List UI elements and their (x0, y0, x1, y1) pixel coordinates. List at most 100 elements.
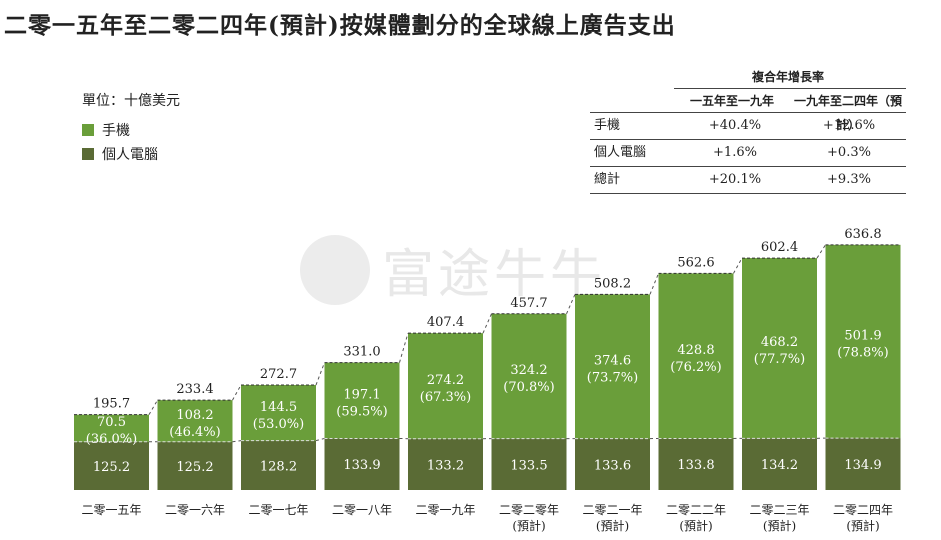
data-label-mobile-share: (53.0%) (253, 417, 304, 432)
data-label-pc: 128.2 (260, 459, 297, 474)
data-label-pc: 134.2 (761, 458, 798, 473)
legend-label-mobile: 手機 (102, 123, 130, 139)
bar-pc (658, 438, 734, 490)
data-label-total: 562.6 (677, 255, 714, 270)
connector-total (649, 273, 659, 295)
data-label-mobile-share: (59.5%) (336, 405, 387, 420)
bar-pc (742, 438, 817, 490)
cagr-row: 總計 +20.1% +9.3% (590, 167, 906, 194)
cagr-row: 個人電腦 +1.6% +0.3% (590, 140, 906, 167)
data-label-pc: 133.9 (343, 458, 380, 473)
data-label-mobile: 274.2 (427, 373, 464, 388)
connector-pc (232, 440, 242, 443)
cagr-header: 複合年增長率 (751, 70, 824, 84)
bar-pc (241, 440, 316, 490)
bar-mobile (658, 273, 734, 439)
data-label-mobile: 428.8 (677, 343, 714, 358)
connector-total (482, 313, 492, 334)
watermark-logo-icon (300, 234, 370, 305)
data-label-mobile: 144.5 (260, 400, 297, 415)
data-label-pc: 133.5 (510, 458, 547, 473)
cagr-row-label: 個人電腦 (594, 145, 647, 160)
legend-label-pc: 個人電腦 (102, 147, 158, 163)
data-label-total: 407.4 (427, 315, 464, 330)
legend: 手機 個人電腦 (82, 118, 158, 166)
connector-total (232, 384, 242, 401)
data-label-mobile-share: (67.3%) (420, 390, 471, 405)
bar-pc (74, 441, 149, 490)
data-label-total: 272.7 (260, 367, 297, 382)
data-label-total: 457.7 (510, 296, 547, 311)
legend-item-pc: 個人電腦 (82, 142, 158, 166)
tick-label: 二零一七年 (248, 503, 308, 517)
data-label-mobile-share: (70.8%) (503, 380, 554, 395)
tick-label: 二零一九年 (415, 503, 475, 517)
bar-pc (157, 441, 233, 490)
tick-label: 二零二三年 (749, 503, 809, 517)
bar-pc (324, 438, 400, 490)
data-label-total: 331.0 (343, 345, 380, 360)
data-label-total: 602.4 (761, 240, 798, 255)
data-label-pc: 125.2 (93, 460, 130, 475)
cagr-column-headers: 一五年至一九年 一九年至二四年（預計） (590, 88, 906, 132)
data-label-mobile-share: (46.4%) (169, 425, 220, 440)
bar-pc (491, 438, 567, 490)
data-label-mobile-share: (73.7%) (587, 370, 638, 385)
data-label-pc: 133.6 (594, 458, 631, 473)
data-label-mobile: 468.2 (761, 335, 798, 350)
cagr-col-2: 一九年至二四年（預計） (790, 88, 906, 132)
data-label-pc: 133.2 (427, 458, 464, 473)
bar-mobile (742, 258, 817, 439)
tick-label: 二零一五年 (81, 503, 141, 517)
connector-total (315, 362, 325, 386)
data-label-total: 636.8 (844, 227, 881, 242)
data-label-mobile: 374.6 (594, 353, 631, 368)
data-label-total: 233.4 (176, 382, 213, 397)
chart-title: 二零一五年至二零二四年(預計)按媒體劃分的全球線上廣告支出 (4, 12, 676, 39)
bar-mobile (157, 400, 233, 442)
connector-total (399, 333, 409, 363)
connector-total (566, 294, 576, 314)
connector-total (733, 257, 743, 274)
cagr-table: 複合年增長率 一五年至一九年 一九年至二四年（預計） 手機 +40.4% +12… (590, 66, 906, 194)
tick-label: (預計) (679, 518, 712, 533)
data-label-mobile: 70.5 (97, 415, 126, 430)
bar-mobile (408, 333, 483, 439)
tick-label: 二零二一年 (582, 503, 642, 517)
bar-mobile (74, 414, 149, 442)
cagr-value: +0.3% (827, 145, 871, 160)
connector-total (148, 399, 158, 415)
data-label-mobile-share: (78.8%) (837, 345, 888, 360)
data-label-mobile: 108.2 (176, 408, 213, 423)
cagr-value: +40.4% (708, 118, 762, 133)
data-label-mobile-share: (76.2%) (670, 360, 721, 375)
cagr-value: +9.3% (827, 172, 871, 187)
watermark-text: 富途牛牛 (382, 245, 607, 305)
watermark: 富途牛牛 (300, 232, 606, 307)
data-label-total: 195.7 (93, 397, 130, 412)
cagr-col-1: 一五年至一九年 (674, 88, 790, 112)
bar-pc (575, 438, 650, 490)
units-label: 單位：十億美元 (82, 93, 180, 109)
bar-mobile (575, 294, 650, 439)
connector-total (816, 244, 826, 259)
tick-label: 二零二零年 (499, 503, 559, 517)
cagr-row-label: 總計 (594, 172, 621, 187)
data-label-pc: 125.2 (176, 460, 213, 475)
cagr-value: +1.6% (713, 145, 757, 160)
cagr-value: +12.6% (822, 118, 876, 133)
data-label-mobile: 501.9 (844, 328, 881, 343)
tick-label: 二零一六年 (165, 503, 225, 517)
connector-pc (315, 437, 325, 442)
bar-mobile (324, 362, 400, 439)
tick-label: (預計) (763, 518, 796, 533)
data-label-pc: 133.8 (677, 458, 714, 473)
data-label-total: 508.2 (594, 276, 631, 291)
data-label-mobile: 197.1 (343, 388, 380, 403)
tick-label: (預計) (512, 518, 545, 533)
cagr-value: +20.1% (708, 172, 762, 187)
bar-pc (408, 438, 483, 490)
legend-swatch-pc (82, 148, 94, 160)
bar-mobile (825, 244, 901, 439)
